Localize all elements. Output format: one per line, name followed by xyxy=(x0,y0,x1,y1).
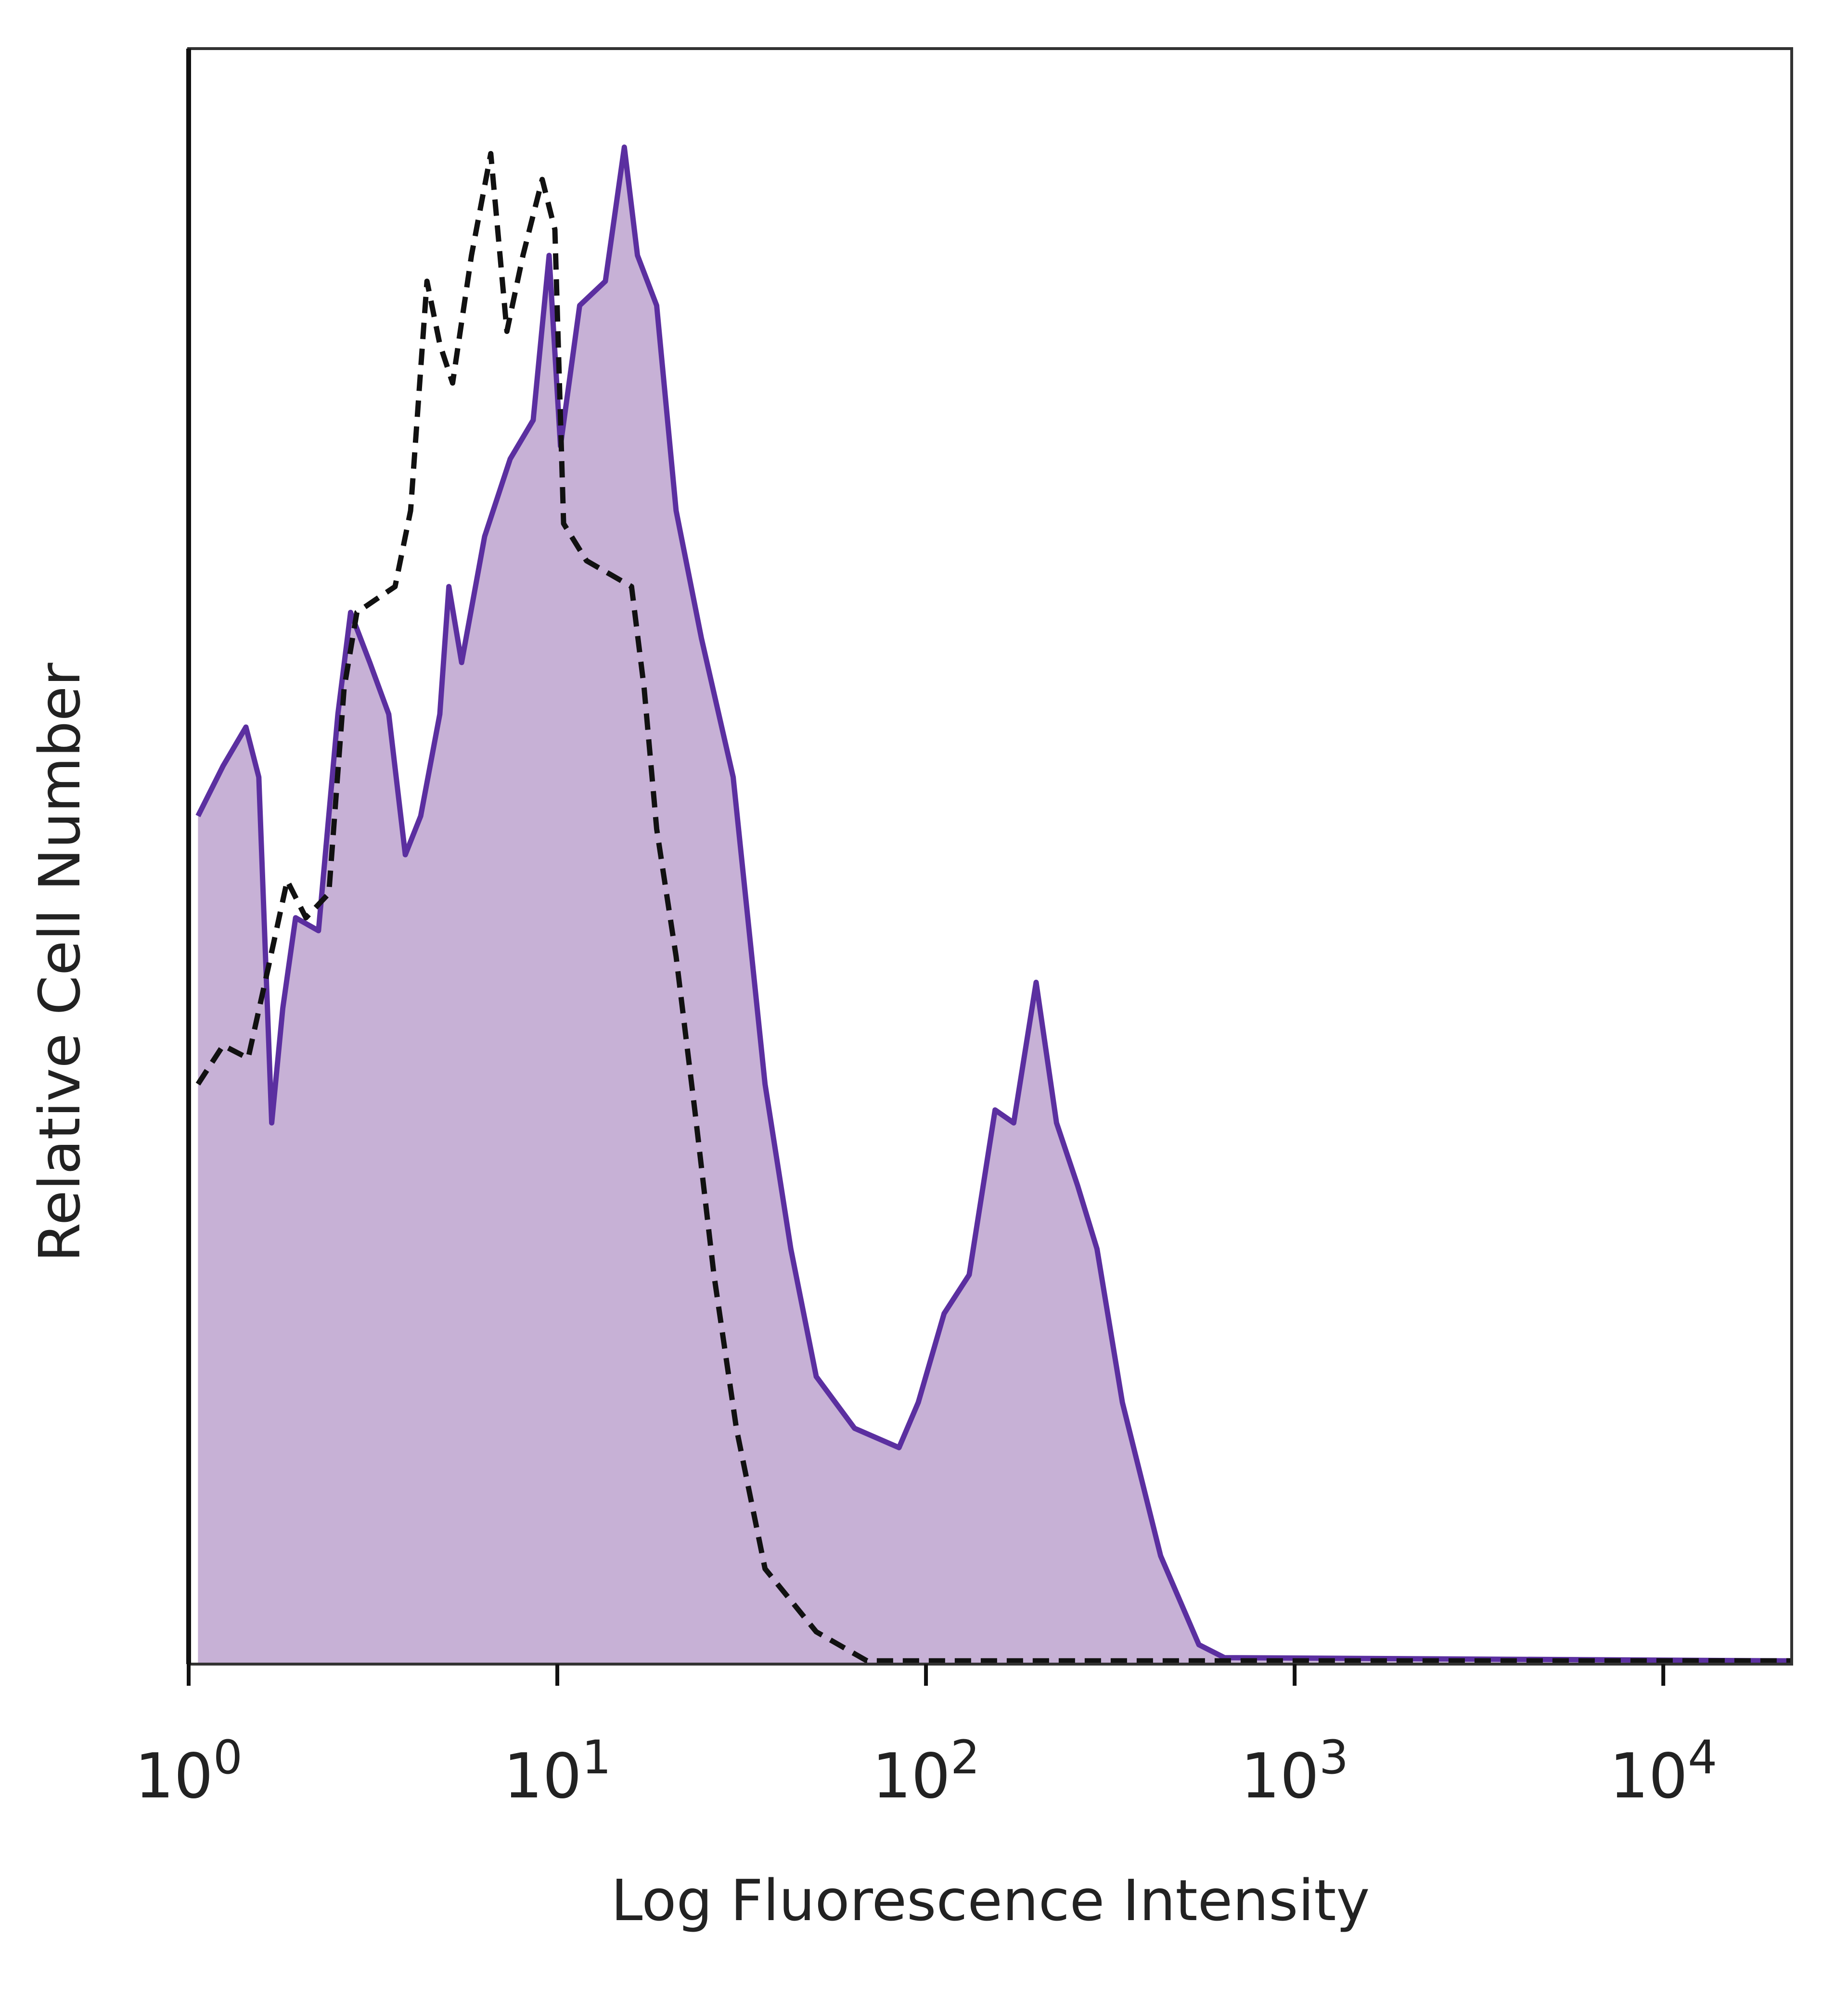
y-axis-title: Relative Cell Number xyxy=(26,663,93,1262)
x-tick-label: 100 xyxy=(135,1731,243,1812)
x-axis-title: Log Fluorescence Intensity xyxy=(611,1867,1370,1934)
x-tick-label: 103 xyxy=(1241,1731,1348,1812)
x-tick-base: 10 xyxy=(872,1741,950,1812)
x-tick-exponent: 2 xyxy=(950,1731,980,1784)
x-tick-label: 102 xyxy=(872,1731,980,1812)
x-tick-exponent: 4 xyxy=(1688,1731,1717,1784)
series-line xyxy=(195,144,1792,1664)
x-tick-base: 10 xyxy=(1241,1741,1319,1812)
x-tick-label: 101 xyxy=(503,1731,611,1812)
x-tick-exponent: 3 xyxy=(1319,1731,1348,1784)
x-tick-base: 10 xyxy=(503,1741,582,1812)
series-line xyxy=(195,151,1792,1664)
x-tick-label: 104 xyxy=(1609,1731,1717,1812)
area-fill xyxy=(198,147,1792,1664)
x-tick-base: 10 xyxy=(135,1741,213,1812)
x-tick-exponent: 1 xyxy=(582,1731,611,1784)
x-tick-base: 10 xyxy=(1609,1741,1688,1812)
x-tick-exponent: 0 xyxy=(213,1731,243,1784)
